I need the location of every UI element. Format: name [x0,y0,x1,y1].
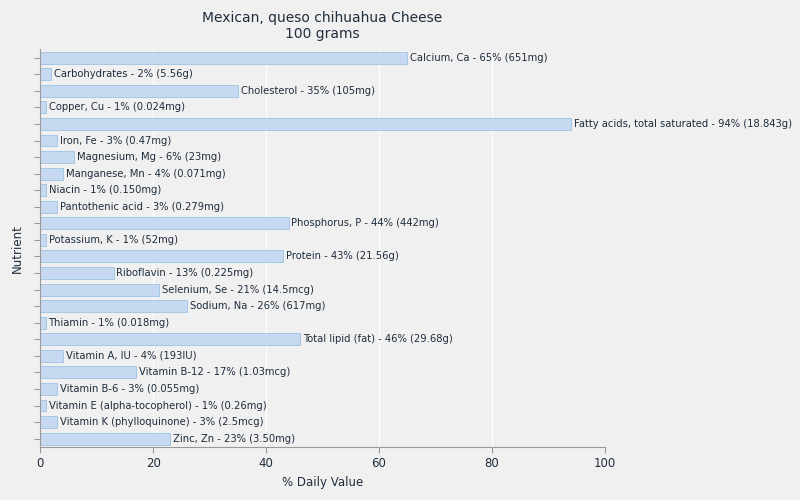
Bar [40,68,51,80]
Text: Vitamin A, IU - 4% (193IU): Vitamin A, IU - 4% (193IU) [66,351,196,361]
Text: Sodium, Na - 26% (617mg): Sodium, Na - 26% (617mg) [190,301,325,311]
Y-axis label: Nutrient: Nutrient [11,224,24,272]
Text: Copper, Cu - 1% (0.024mg): Copper, Cu - 1% (0.024mg) [49,102,185,113]
Bar [40,250,283,262]
Text: Pantothenic acid - 3% (0.279mg): Pantothenic acid - 3% (0.279mg) [60,202,224,212]
Bar [40,201,57,212]
Bar [40,350,62,362]
Text: Phosphorus, P - 44% (442mg): Phosphorus, P - 44% (442mg) [291,218,439,228]
Text: Protein - 43% (21.56g): Protein - 43% (21.56g) [286,252,398,262]
Title: Mexican, queso chihuahua Cheese
100 grams: Mexican, queso chihuahua Cheese 100 gram… [202,11,442,42]
Bar [40,284,158,296]
Bar [40,118,571,130]
Text: Thiamin - 1% (0.018mg): Thiamin - 1% (0.018mg) [49,318,170,328]
X-axis label: % Daily Value: % Daily Value [282,476,363,489]
Bar [40,300,187,312]
Bar [40,184,46,196]
Bar [40,416,57,428]
Text: Total lipid (fat) - 46% (29.68g): Total lipid (fat) - 46% (29.68g) [302,334,453,344]
Text: Vitamin B-6 - 3% (0.055mg): Vitamin B-6 - 3% (0.055mg) [60,384,199,394]
Text: Manganese, Mn - 4% (0.071mg): Manganese, Mn - 4% (0.071mg) [66,168,225,178]
Text: Magnesium, Mg - 6% (23mg): Magnesium, Mg - 6% (23mg) [77,152,221,162]
Text: Niacin - 1% (0.150mg): Niacin - 1% (0.150mg) [49,185,161,195]
Bar [40,334,300,345]
Bar [40,102,46,114]
Bar [40,85,238,97]
Text: Vitamin E (alpha-tocopherol) - 1% (0.26mg): Vitamin E (alpha-tocopherol) - 1% (0.26m… [49,400,266,410]
Bar [40,52,407,64]
Bar [40,267,114,279]
Text: Calcium, Ca - 65% (651mg): Calcium, Ca - 65% (651mg) [410,52,547,62]
Text: Iron, Fe - 3% (0.47mg): Iron, Fe - 3% (0.47mg) [60,136,171,145]
Bar [40,218,289,230]
Bar [40,234,46,246]
Text: Vitamin B-12 - 17% (1.03mcg): Vitamin B-12 - 17% (1.03mcg) [139,368,290,378]
Text: Potassium, K - 1% (52mg): Potassium, K - 1% (52mg) [49,235,178,245]
Text: Vitamin K (phylloquinone) - 3% (2.5mcg): Vitamin K (phylloquinone) - 3% (2.5mcg) [60,417,263,427]
Text: Fatty acids, total saturated - 94% (18.843g): Fatty acids, total saturated - 94% (18.8… [574,119,792,129]
Bar [40,316,46,328]
Text: Carbohydrates - 2% (5.56g): Carbohydrates - 2% (5.56g) [54,70,193,80]
Text: Cholesterol - 35% (105mg): Cholesterol - 35% (105mg) [241,86,374,96]
Bar [40,400,46,411]
Bar [40,432,170,444]
Bar [40,366,136,378]
Text: Riboflavin - 13% (0.225mg): Riboflavin - 13% (0.225mg) [116,268,254,278]
Bar [40,383,57,395]
Text: Zinc, Zn - 23% (3.50mg): Zinc, Zn - 23% (3.50mg) [173,434,295,444]
Bar [40,151,74,163]
Text: Selenium, Se - 21% (14.5mcg): Selenium, Se - 21% (14.5mcg) [162,284,314,294]
Bar [40,134,57,146]
Bar [40,168,62,179]
